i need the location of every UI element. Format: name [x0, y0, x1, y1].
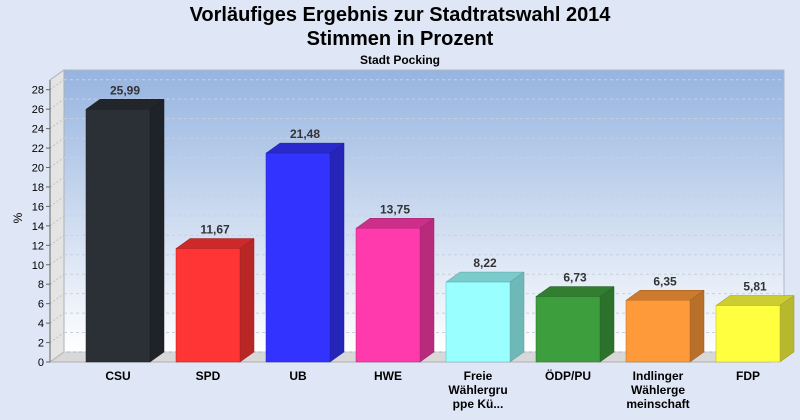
data-label: 13,75	[380, 202, 410, 216]
gridline-side	[49, 79, 65, 91]
data-label: 6,35	[653, 274, 677, 288]
x-tick-label: Indlinger Wählerge meinschaft	[626, 369, 689, 411]
bar-side	[419, 217, 435, 363]
data-label: 5,81	[743, 280, 767, 294]
x-tick-label-line: CSU	[105, 369, 130, 383]
y-tick-label: 2	[38, 338, 44, 350]
bar-side	[149, 98, 165, 363]
x-tick-label: ÖDP/PU	[545, 368, 591, 383]
y-tick-label: 20	[32, 163, 44, 175]
y-tick-label: 22	[32, 143, 44, 155]
x-tick-label: CSU	[105, 369, 130, 383]
bar-side	[509, 271, 525, 363]
bar-side	[689, 289, 705, 363]
gridline-side	[49, 137, 65, 149]
x-tick-label-line: HWE	[374, 369, 402, 383]
y-tick-label: 12	[32, 240, 44, 252]
x-tick-label-line: Wählerge	[631, 383, 685, 397]
data-label: 11,67	[200, 223, 230, 237]
chart-title: Vorläufiges Ergebnis zur Stadtratswahl 2…	[189, 4, 611, 26]
gridline-side	[49, 196, 65, 207]
gridline-side	[49, 215, 65, 227]
y-tick-label: 28	[32, 85, 44, 97]
x-tick-label-line: SPD	[196, 369, 221, 383]
y-tick-label: 8	[38, 279, 44, 291]
gridline-side	[49, 293, 65, 305]
y-tick-label: 16	[32, 201, 44, 213]
x-tick-label: SPD	[196, 369, 221, 383]
gridline-side	[49, 157, 65, 168]
bar-side	[329, 142, 345, 363]
y-tick-label: 24	[32, 124, 44, 136]
bar	[355, 228, 421, 363]
bar	[445, 281, 511, 363]
gridline-side	[49, 118, 65, 130]
bar	[175, 248, 241, 363]
bar	[85, 109, 151, 363]
x-tick-label-line: meinschaft	[626, 397, 689, 411]
bar	[625, 300, 691, 363]
y-tick-label: 6	[38, 299, 44, 311]
chart-subtitle: Stadt Pocking	[359, 53, 440, 67]
bar	[535, 296, 601, 363]
x-tick-label-line: Freie	[464, 369, 493, 383]
x-tick-label: UB	[289, 369, 307, 383]
gridline-side	[49, 312, 65, 324]
data-label: 21,48	[290, 127, 320, 141]
bar-side	[599, 286, 615, 363]
bar	[265, 152, 331, 363]
x-tick-label-line: ppe Kü...	[453, 397, 504, 411]
bar-side	[239, 238, 255, 363]
data-label: 25,99	[110, 83, 140, 97]
gridline-side	[49, 273, 65, 285]
x-tick-label-line: Wählergru	[448, 383, 507, 397]
x-tick-label: HWE	[374, 369, 402, 383]
gridline-side	[49, 351, 65, 363]
gridline-side	[49, 332, 65, 343]
bar	[715, 305, 781, 363]
y-tick-label: 14	[32, 221, 44, 233]
y-axis-title: %	[11, 212, 25, 223]
x-tick-label-line: UB	[289, 369, 307, 383]
x-tick-label-line: Indlinger	[633, 369, 684, 383]
x-tick-label: Freie Wählergru ppe Kü...	[448, 369, 507, 411]
x-tick-label: FDP	[736, 369, 760, 383]
gridline-side	[49, 254, 65, 266]
x-tick-label-line: FDP	[736, 369, 760, 383]
gridline-side	[49, 98, 65, 110]
y-tick-label: 10	[32, 260, 44, 272]
bar-side	[779, 295, 795, 363]
data-label: 6,73	[563, 271, 587, 285]
data-label: 8,22	[473, 256, 497, 270]
x-tick-label-line: ÖDP/PU	[545, 368, 591, 383]
chart-title-line2: Stimmen in Prozent	[306, 28, 494, 50]
gridline-side	[49, 234, 65, 246]
y-tick-label: 26	[32, 104, 44, 116]
y-tick-label: 4	[38, 318, 44, 330]
gridline-side	[49, 176, 65, 188]
y-tick-label: 18	[32, 182, 44, 194]
y-tick-label: 0	[38, 357, 44, 369]
